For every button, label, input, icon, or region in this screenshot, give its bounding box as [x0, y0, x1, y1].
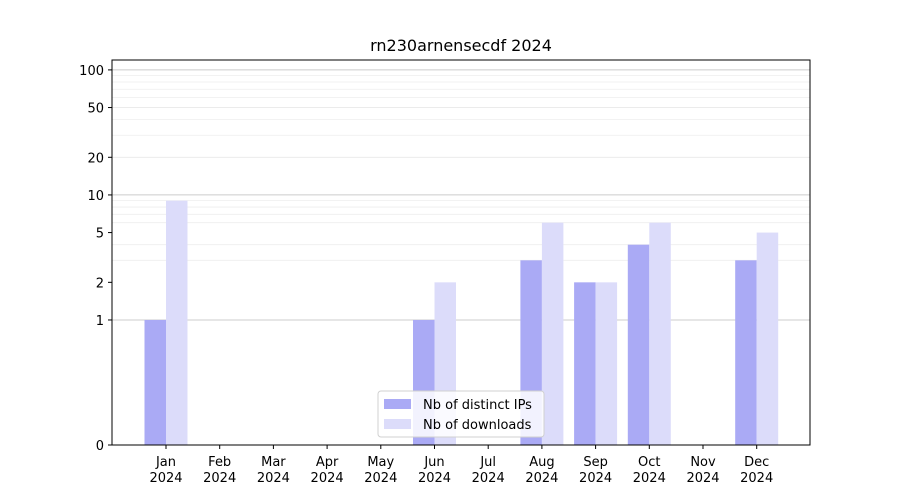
y-tick-label: 50: [87, 102, 104, 117]
y-tick-label: 100: [79, 64, 104, 79]
y-tick-label: 20: [87, 151, 104, 166]
x-tick-label-month: Jun: [423, 455, 444, 470]
y-tick-label: 1: [96, 314, 104, 329]
bar-downloads: [756, 232, 779, 445]
legend-label: Nb of downloads: [423, 418, 532, 433]
x-tick-label-year: 2024: [203, 471, 236, 486]
x-tick-label-year: 2024: [472, 471, 505, 486]
x-tick-label-year: 2024: [633, 471, 666, 486]
x-tick-label-month: Sep: [583, 455, 608, 470]
x-axis: Jan2024Feb2024Mar2024Apr2024May2024Jun20…: [149, 445, 773, 486]
y-tick-label: 2: [96, 276, 104, 291]
bar-distinct-ips: [627, 244, 650, 445]
y-tick-label: 10: [87, 189, 104, 204]
x-tick-label-month: Oct: [638, 455, 660, 470]
x-tick-label-month: Jan: [155, 455, 176, 470]
x-tick-label-month: Jul: [479, 455, 496, 470]
bar-distinct-ips: [144, 319, 166, 445]
bar-distinct-ips: [735, 260, 757, 445]
grid-lines: [112, 69, 810, 321]
x-tick-label-month: Aug: [529, 455, 554, 470]
x-tick-label-month: Mar: [261, 455, 286, 470]
x-tick-label-year: 2024: [579, 471, 612, 486]
x-tick-label-year: 2024: [418, 471, 451, 486]
x-tick-label-year: 2024: [686, 471, 719, 486]
bar-downloads: [166, 200, 188, 445]
plot-frame: [111, 59, 811, 446]
x-tick-label-year: 2024: [740, 471, 773, 486]
x-tick-label-month: May: [367, 455, 394, 470]
legend-box: [377, 390, 545, 438]
x-tick-label-year: 2024: [525, 471, 558, 486]
legend-swatch: [384, 399, 411, 409]
x-tick-label-year: 2024: [149, 471, 182, 486]
y-tick-label: 0: [96, 439, 104, 454]
x-tick-label-year: 2024: [364, 471, 397, 486]
y-tick-label: 5: [96, 227, 104, 242]
x-tick-label-month: Dec: [744, 455, 769, 470]
bar-downloads: [595, 282, 618, 445]
legend-label: Nb of distinct IPs: [423, 398, 532, 413]
x-tick-label-month: Nov: [690, 455, 716, 470]
x-tick-label-year: 2024: [311, 471, 344, 486]
x-tick-label-month: Feb: [208, 455, 231, 470]
bar-downloads: [649, 222, 671, 445]
legend: Nb of distinct IPs Nb of downloads: [377, 390, 545, 438]
legend-swatch: [384, 419, 411, 429]
chart-title: rn230arnensecdf 2024: [370, 36, 552, 55]
y-axis: 0 1 2 5 10 20 50 100: [79, 64, 112, 454]
bar-distinct-ips: [574, 282, 596, 445]
x-tick-label-year: 2024: [257, 471, 290, 486]
x-tick-label-month: Apr: [316, 455, 339, 470]
bar-downloads: [541, 222, 564, 445]
